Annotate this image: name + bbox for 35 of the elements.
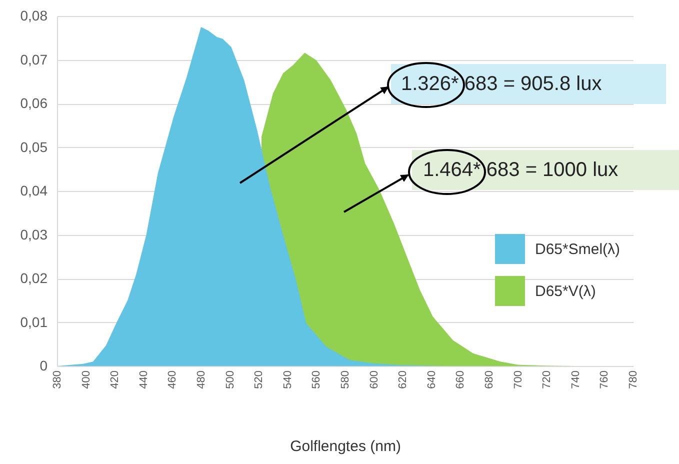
x-tick-label: 680: [484, 370, 496, 389]
legend-label: D65*V(λ): [535, 283, 596, 300]
x-tick-label: 720: [541, 370, 554, 389]
x-tick-label: 740: [570, 370, 582, 389]
x-tick-label: 420: [109, 370, 122, 389]
x-tick-label: 580: [340, 370, 352, 389]
y-tick-label: 0,05: [20, 138, 48, 155]
x-tick-label: 400: [80, 370, 92, 389]
y-tick-label: 0,02: [20, 270, 48, 286]
x-tick-label: 440: [138, 370, 150, 389]
x-tick-label: 380: [52, 370, 64, 389]
x-tick-label: 660: [454, 370, 467, 389]
y-tick-label: 0,08: [20, 8, 48, 24]
x-tick-label: 500: [224, 370, 236, 389]
text-box: 1.326* 683 = 905.8 lux: [391, 64, 666, 104]
x-tick-label: 780: [628, 370, 640, 389]
y-tick-label: 0,06: [20, 95, 48, 111]
text-box: 1.464* 683 = 1000 lux: [412, 150, 679, 190]
y-tick-label: 0,03: [20, 226, 48, 242]
y-tick-label: 0,07: [20, 51, 48, 68]
y-tick-label: 0: [40, 358, 48, 374]
y-tick-label: 0,01: [20, 314, 48, 330]
x-tick-label: 700: [512, 370, 524, 389]
x-axis-title: Golflengtes (nm): [290, 438, 401, 455]
x-tick-label: 640: [426, 370, 438, 389]
x-tick-label: 760: [598, 370, 611, 389]
x-tick-label: 560: [310, 370, 323, 389]
x-tick-label: 600: [368, 370, 380, 389]
y-tick-label: 0,04: [20, 182, 48, 198]
x-tick-label: 520: [253, 370, 266, 389]
legend-label: D65*Smel(λ): [535, 241, 620, 258]
x-tick-label: 540: [282, 370, 294, 389]
x-tick-label: 480: [196, 370, 208, 389]
x-tick-label: 460: [166, 370, 179, 389]
x-tick-label: 620: [397, 370, 410, 389]
